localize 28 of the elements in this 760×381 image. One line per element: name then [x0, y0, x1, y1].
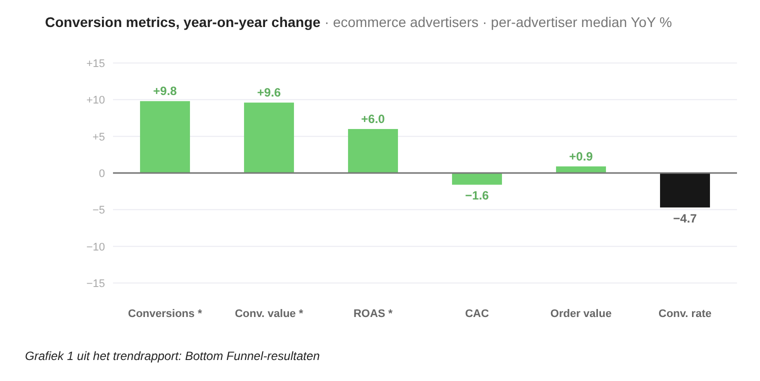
x-tick-label: Conversions * [128, 308, 203, 320]
chart-title: Conversion metrics, year-on-year change [45, 14, 321, 30]
x-tick-label: ROAS * [353, 308, 394, 320]
bar [660, 173, 710, 208]
data-label: +9.8 [153, 84, 178, 98]
data-label: −4.7 [673, 211, 698, 226]
y-tick-label: +15 [86, 58, 105, 70]
data-label: +9.6 [257, 86, 282, 100]
bar [244, 102, 294, 173]
bar [348, 129, 398, 173]
x-tick-label: CAC [465, 308, 489, 320]
bar [452, 173, 502, 185]
text: Grafiek 1 uit het trendrapport: Bottom Funnel-resultaten [25, 349, 320, 363]
bar [556, 166, 606, 173]
chart-subtitle: · ecommerce advertisers · per-advertiser median YoY % [324, 14, 672, 30]
data-label: −1.6 [465, 188, 490, 203]
y-tick-label: −10 [86, 241, 105, 254]
data-label: +6.0 [361, 112, 386, 126]
y-tick-label: +10 [86, 94, 105, 107]
y-tick-label: −15 [86, 278, 105, 290]
y-tick-label: −5 [92, 204, 105, 217]
y-tick-label: 0 [98, 168, 105, 180]
y-tick-label: +5 [92, 131, 105, 144]
x-tick-label: Conv. value * [234, 308, 304, 320]
x-tick-label: Order value [550, 308, 612, 320]
data-label: +0.9 [569, 149, 594, 164]
bar [140, 101, 190, 173]
x-tick-label: Conv. rate [658, 308, 712, 320]
